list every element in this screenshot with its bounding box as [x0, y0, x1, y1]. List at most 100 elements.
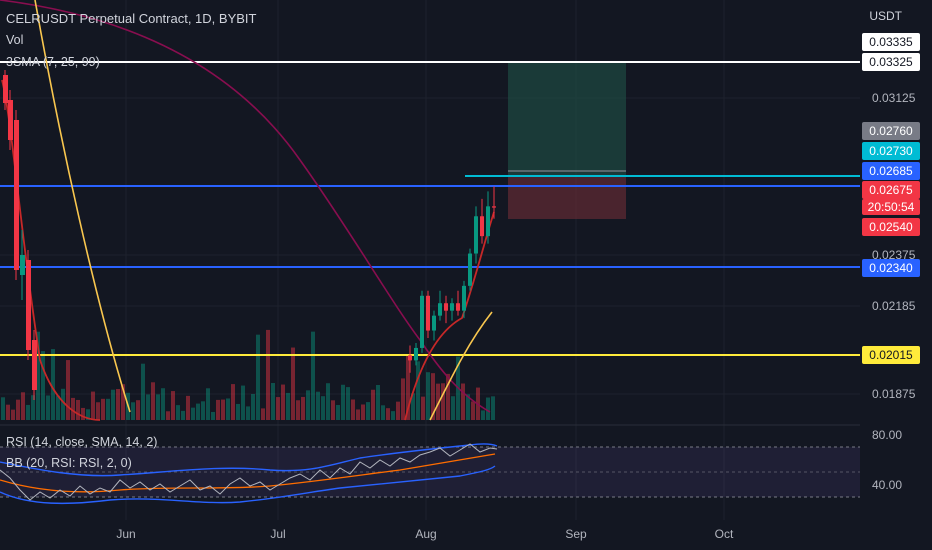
candle-body	[468, 253, 472, 286]
price-tag-session-high[interactable]: 0.02760	[862, 122, 920, 140]
volume-bar	[426, 372, 430, 420]
volume-bar	[136, 400, 140, 420]
volume-bar	[171, 391, 175, 420]
volume-bar	[381, 405, 385, 420]
volume-legend[interactable]: Vol	[6, 33, 24, 47]
volume-bars	[1, 329, 495, 420]
time-label: Oct	[714, 527, 734, 541]
volume-bar	[96, 402, 100, 420]
price-tag-stop[interactable]: 0.02540	[862, 218, 920, 236]
time-label: Jun	[116, 527, 136, 541]
volume-bar	[266, 329, 270, 420]
rsi-tick: 40.00	[872, 478, 903, 492]
candle-countdown: 20:50:54	[862, 199, 920, 215]
rsi-legend[interactable]: RSI (14, close, SMA, 14, 2)	[6, 435, 158, 449]
volume-bar	[1, 397, 5, 420]
position-profit-zone[interactable]	[508, 62, 626, 176]
sma-legend[interactable]: 3SMA (7, 25, 99)	[6, 55, 100, 69]
bb-lower-line	[0, 465, 496, 505]
volume-bar	[466, 394, 470, 420]
volume-bar	[366, 402, 370, 420]
candle-body	[474, 216, 478, 254]
volume-bar	[221, 399, 225, 420]
bb-legend[interactable]: BB (20, RSI: RSI, 2, 0)	[6, 456, 132, 470]
price-tag-blue-lower[interactable]: 0.02340	[862, 259, 920, 277]
volume-bar	[441, 383, 445, 420]
volume-bar	[156, 394, 160, 420]
volume-bar	[291, 347, 295, 420]
volume-bar	[216, 399, 220, 420]
currency-label: USDT	[869, 9, 902, 23]
volume-bar	[151, 382, 155, 420]
volume-bar	[81, 407, 85, 420]
volume-bar	[406, 355, 410, 420]
volume-bar	[71, 397, 75, 420]
volume-bar	[396, 401, 400, 420]
price-tag-target-high[interactable]: 0.03335	[862, 33, 920, 51]
volume-bar	[346, 387, 350, 420]
volume-bar	[321, 396, 325, 420]
candle-body	[486, 206, 490, 237]
volume-bar	[66, 360, 70, 420]
volume-bar	[416, 361, 420, 420]
volume-bar	[461, 383, 465, 420]
volume-bar	[76, 399, 80, 420]
volume-bar	[31, 395, 35, 420]
price-tag-blue-upper[interactable]: 0.02685	[862, 162, 920, 180]
volume-bar	[446, 373, 450, 420]
volume-bar	[281, 384, 285, 420]
price-tag-entry[interactable]: 0.02730	[862, 142, 920, 160]
volume-bar	[486, 397, 490, 420]
volume-bar	[106, 398, 110, 420]
time-label: Aug	[415, 527, 437, 541]
volume-bar	[161, 388, 165, 420]
volume-bar	[386, 408, 390, 420]
rsi-line	[0, 443, 498, 501]
volume-bar	[296, 400, 300, 420]
candle-body	[408, 355, 412, 361]
volume-bar	[21, 392, 25, 420]
volume-bar	[116, 389, 120, 420]
candle-body	[456, 303, 460, 311]
volume-bar	[206, 388, 210, 420]
volume-bar	[356, 409, 360, 420]
volume-bar	[256, 334, 260, 420]
sma-7-line	[1, 79, 495, 421]
volume-bar	[226, 398, 230, 420]
price-tick: 0.03125	[872, 91, 916, 105]
volume-bar	[451, 396, 455, 420]
volume-bar	[431, 373, 435, 420]
volume-bar	[46, 395, 50, 420]
time-label: Jul	[270, 527, 286, 541]
volume-bar	[61, 388, 65, 420]
candle-body	[414, 347, 418, 361]
volume-bar	[176, 405, 180, 420]
sma-99-line	[0, 0, 491, 413]
volume-bar	[236, 403, 240, 420]
volume-bar	[241, 385, 245, 420]
volume-bar	[51, 349, 55, 420]
price-tag-last-price[interactable]: 0.02675	[862, 181, 920, 199]
volume-bar	[336, 405, 340, 420]
rsi-tick: 80.00	[872, 428, 903, 442]
volume-bar	[331, 400, 335, 420]
volume-bar	[376, 384, 380, 420]
volume-bar	[101, 398, 105, 420]
volume-bar	[56, 395, 60, 420]
volume-bar	[341, 384, 345, 420]
volume-bar	[306, 390, 310, 420]
volume-bar	[471, 401, 475, 420]
price-tick: 0.02375	[872, 248, 916, 262]
price-tag-white-line[interactable]: 0.03325	[862, 53, 920, 71]
historic-candles	[3, 70, 37, 400]
volume-bar	[301, 396, 305, 420]
volume-bar	[131, 402, 135, 420]
price-tag-yellow[interactable]: 0.02015	[862, 346, 920, 364]
candle-body	[462, 285, 466, 311]
volume-bar	[91, 391, 95, 420]
price-tick: 0.02185	[872, 299, 916, 313]
position-loss-zone[interactable]	[508, 176, 626, 219]
volume-bar	[121, 384, 125, 420]
volume-bar	[196, 403, 200, 420]
